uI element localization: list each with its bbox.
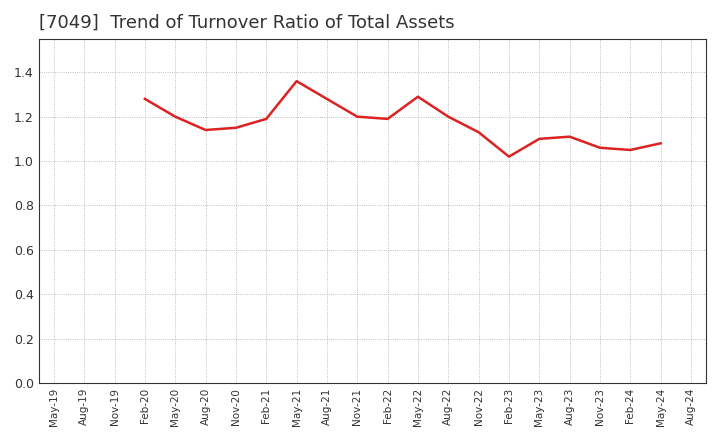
Text: [7049]  Trend of Turnover Ratio of Total Assets: [7049] Trend of Turnover Ratio of Total … [39,14,454,32]
